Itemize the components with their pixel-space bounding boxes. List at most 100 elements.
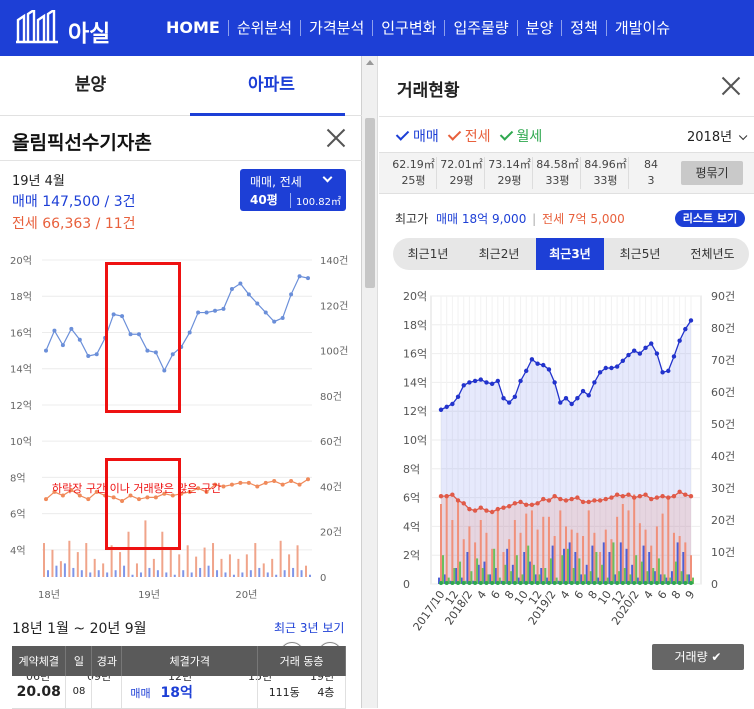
monthly-price-point: [439, 581, 443, 585]
tab-presale[interactable]: 분양: [74, 75, 107, 95]
sale-price-point: [489, 381, 495, 387]
nav-price-analysis[interactable]: 가격분석: [309, 19, 365, 37]
nav-supply[interactable]: 입주물량: [453, 19, 509, 37]
scroll-up-arrow-icon[interactable]: [366, 60, 374, 65]
x-tick-label: 18년: [38, 589, 60, 601]
monthly-price-point: [586, 581, 591, 585]
jeonse-price-point: [52, 489, 57, 494]
filter-jeonse[interactable]: 전세: [449, 126, 491, 146]
size-py: 29평: [497, 174, 522, 187]
jeonse-volume-bar: [445, 494, 448, 584]
row-deal-type: 매매: [130, 686, 151, 700]
deal-type-label: 매매, 전세: [250, 175, 302, 189]
sale-volume-bar: [688, 574, 690, 584]
jeonse-price-point: [69, 488, 74, 493]
nav-rank-analysis[interactable]: 순위분석: [236, 19, 293, 37]
jeonse-price-point: [145, 495, 150, 500]
sale-volume-bar: [540, 568, 543, 584]
sale-price-point: [552, 380, 557, 385]
sale-volume-bar: [597, 577, 600, 584]
jeonse-volume-bar: [638, 523, 641, 584]
sale-volume-bar: [506, 548, 509, 584]
nav-policy[interactable]: 정책: [570, 19, 598, 37]
transaction-status-panel: 거래현황 매매 전세 월세 2018년 62.19㎡ 25평 72.01㎡ 29평 …: [379, 56, 754, 708]
sale-price-point: [558, 400, 563, 405]
sale-price-point: [643, 345, 648, 351]
period-tab-1yr[interactable]: 최근1년: [407, 247, 449, 261]
monthly-price-point: [552, 581, 557, 585]
active-tab-indicator: [190, 113, 345, 116]
jeonse-price-point: [455, 498, 461, 503]
sale-volume-bar: [466, 552, 469, 584]
jeonse-price-point: [643, 492, 648, 497]
filter-sale[interactable]: 매매: [397, 126, 439, 146]
max-price-row: 최고가 매매 18억 9,000 | 전세 7억 5,000: [395, 212, 625, 226]
list-view-button[interactable]: 리스트 보기: [675, 210, 745, 227]
jeonse-volume-bar: [279, 540, 282, 577]
brand-logo[interactable]: 아실: [14, 10, 114, 47]
nav-divider: [444, 20, 446, 36]
sale-volume-bar: [631, 564, 634, 584]
jeonse-volume-bar: [59, 561, 62, 577]
jeonse-volume-bar: [271, 558, 274, 577]
sale-volume-bar: [123, 565, 126, 577]
jeonse-price-point: [221, 484, 226, 489]
sale-price-point: [246, 292, 251, 297]
jeonse-volume-bar: [102, 563, 105, 577]
scroll-thumb[interactable]: [365, 118, 375, 288]
volume-toggle-button[interactable]: 거래량 ✔: [652, 644, 744, 670]
jeonse-price-point: [187, 489, 192, 494]
jeonse-price-point: [580, 499, 586, 505]
monthly-price-point: [456, 581, 461, 585]
year-select[interactable]: 2018년: [687, 126, 748, 145]
type-select[interactable]: 매매, 전세 40평 100.82㎡: [240, 169, 346, 211]
left-panel-scrollbar[interactable]: [362, 56, 378, 708]
size-option[interactable]: 73.14㎡ 29평: [487, 157, 533, 189]
group-pyeong-button[interactable]: 평묶기: [681, 161, 743, 185]
period-tab-2yr[interactable]: 최근2년: [478, 247, 520, 261]
monthly-volume-bar: [686, 574, 689, 584]
period-tab-5yr[interactable]: 최근5년: [619, 247, 661, 261]
nav-development[interactable]: 개발이슈: [614, 19, 671, 37]
monthly-price-point: [490, 581, 495, 585]
recent-3yr-link[interactable]: 최근 3년 보기: [274, 621, 345, 635]
jeonse-price-point: [489, 509, 495, 515]
close-panel-icon[interactable]: [721, 76, 741, 96]
jeonse-price-point: [77, 493, 82, 498]
row-floor: 4층: [317, 685, 335, 699]
sale-volume-bar: [523, 552, 526, 584]
tab-apartment[interactable]: 아파트: [248, 75, 295, 95]
jeonse-volume-bar: [650, 545, 653, 584]
size-option[interactable]: 84.96㎡ 33평: [583, 157, 629, 189]
sale-volume-bar: [608, 552, 611, 584]
jeonse-volume-bar: [110, 545, 113, 577]
close-apartment-icon[interactable]: [326, 128, 346, 148]
jeonse-price-point: [272, 479, 277, 484]
period-tab-3yr[interactable]: 최근3년: [536, 238, 604, 270]
period-tab-all[interactable]: 전체년도: [690, 247, 735, 261]
jeonse-price-point: [289, 479, 294, 484]
sale-price-point: [238, 281, 243, 286]
jeonse-volume-bar: [186, 545, 189, 577]
table-row[interactable]: 20.08 08 매매 18억 111동 4층: [12, 676, 346, 709]
size-option[interactable]: 72.01㎡ 29평: [439, 157, 485, 189]
size-option[interactable]: 84 3: [631, 157, 671, 189]
sale-volume-bar: [483, 561, 486, 584]
nav-home[interactable]: HOME: [166, 18, 220, 37]
jeonse-price-point: [541, 496, 546, 502]
monthly-price-point: [615, 581, 620, 585]
filter-monthly[interactable]: 월세: [501, 126, 543, 146]
jeonse-price-point: [170, 493, 175, 498]
y-right-tick-label: 40건: [711, 450, 735, 463]
top-nav-bar: 아실 HOME 순위분석 가격분석 인구변화 입주물량 분양 정책 개발이슈: [0, 0, 754, 56]
size-py: 25평: [401, 174, 426, 187]
size-option[interactable]: 62.19㎡ 25평: [391, 157, 437, 189]
size-option[interactable]: 84.58㎡ 33평: [535, 157, 581, 189]
sale-price-point: [472, 378, 478, 384]
jeonse-price-point: [136, 497, 141, 502]
nav-presale[interactable]: 분양: [525, 19, 554, 37]
nav-population[interactable]: 인구변화: [381, 19, 437, 37]
sale-volume-bar: [625, 548, 628, 584]
sale-volume-bar: [63, 563, 66, 577]
sale-volume-bar: [472, 580, 475, 584]
